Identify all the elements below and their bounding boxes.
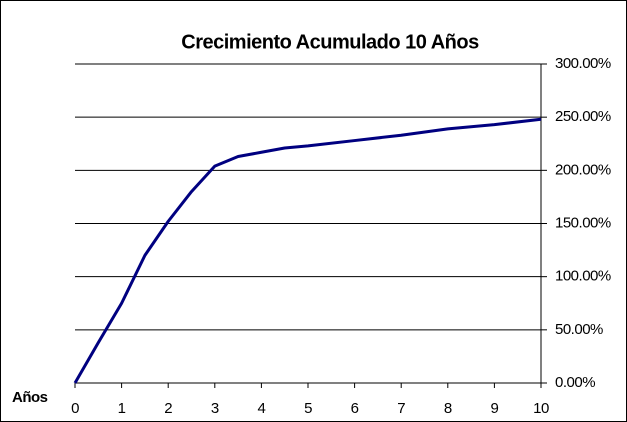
x-tick-label: 0 <box>71 400 79 417</box>
x-axis-label: Años <box>12 389 48 406</box>
x-tick-label: 10 <box>533 400 549 417</box>
chart-title: Crecimiento Acumulado 10 Años <box>181 31 479 53</box>
x-tick-label: 5 <box>304 400 312 417</box>
y-tick-label: 0.00% <box>555 374 595 391</box>
x-tick-label: 1 <box>118 400 126 417</box>
x-tick-label: 7 <box>397 400 405 417</box>
x-tick-label: 8 <box>444 400 452 417</box>
y-tick-label: 150.00% <box>555 214 611 231</box>
data-line <box>73 117 542 384</box>
x-tick-label: 4 <box>257 400 265 417</box>
y-tick-label: 250.00% <box>555 108 611 125</box>
y-tick-label: 50.00% <box>555 321 603 338</box>
y-tick-label: 100.00% <box>555 268 611 285</box>
y-tick-label: 200.00% <box>555 161 611 178</box>
y-tick-label: 300.00% <box>555 55 611 72</box>
x-tick-label: 9 <box>490 400 498 417</box>
x-tick-label: 3 <box>211 400 219 417</box>
x-tick-label: 6 <box>351 400 359 417</box>
x-tick-label: 2 <box>164 400 172 417</box>
